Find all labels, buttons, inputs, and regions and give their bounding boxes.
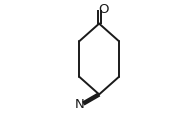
Text: N: N bbox=[75, 98, 84, 111]
Text: O: O bbox=[98, 3, 109, 16]
